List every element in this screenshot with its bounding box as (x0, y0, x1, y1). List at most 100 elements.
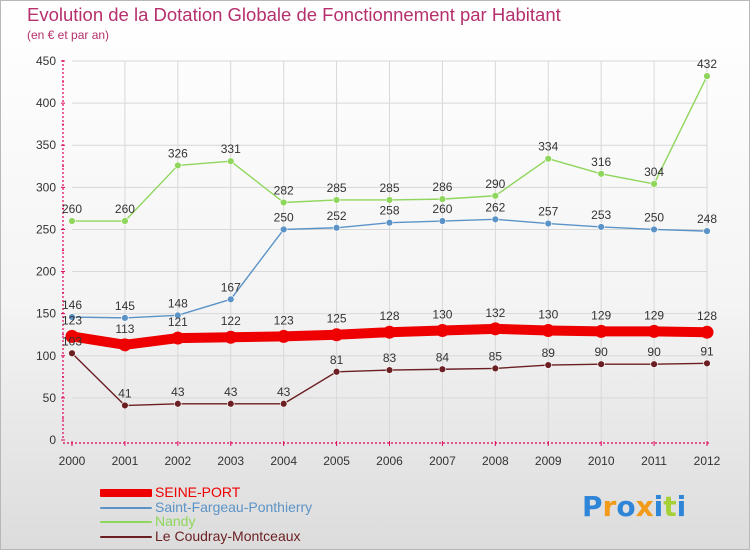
y-tick-label: 100 (36, 349, 56, 363)
data-label: 85 (489, 349, 503, 363)
data-label: 123 (274, 313, 294, 327)
data-label: 113 (115, 322, 134, 336)
data-point (279, 400, 288, 408)
data-label: 130 (538, 308, 558, 322)
legend-swatch (100, 489, 152, 497)
x-tick-label: 2008 (482, 454, 509, 468)
legend-item: Saint-Fargeau-Ponthierry (100, 499, 420, 516)
x-tick-label: 2000 (59, 454, 86, 468)
chart-title: Evolution de la Dotation Globale de Fonc… (27, 4, 561, 25)
data-point (279, 198, 288, 207)
data-label: 43 (171, 385, 185, 399)
x-tick-label: 2012 (694, 454, 721, 468)
data-point (174, 311, 182, 320)
data-point (118, 338, 132, 352)
data-point (385, 196, 394, 204)
data-label: 132 (485, 306, 505, 320)
data-point (650, 180, 658, 188)
x-tick-label: 2010 (588, 454, 615, 468)
legend-item: Le Coudray-Montceaux (100, 527, 420, 545)
data-point (597, 170, 605, 178)
data-point (68, 313, 76, 321)
x-tick-label: 2005 (323, 454, 350, 468)
data-point (68, 349, 76, 357)
x-tick-label: 2007 (429, 454, 456, 468)
data-label: 41 (118, 386, 132, 400)
data-label: 148 (168, 296, 188, 310)
data-point (597, 360, 605, 368)
data-point (488, 322, 502, 336)
x-tick-label: 2002 (164, 454, 191, 468)
data-label: 304 (644, 165, 664, 179)
data-point (65, 329, 79, 343)
data-point (700, 325, 714, 339)
data-label: 252 (327, 209, 347, 223)
data-point (703, 72, 711, 80)
data-point (68, 217, 76, 225)
data-label: 285 (379, 181, 399, 195)
data-point (438, 365, 447, 373)
x-tick-label: 2006 (376, 454, 403, 468)
x-tick-label: 2004 (270, 454, 297, 468)
data-label: 91 (700, 344, 714, 358)
data-point (227, 295, 235, 304)
legend-item: SEINE-PORT (100, 484, 420, 501)
legend-label: Nandy (155, 513, 196, 529)
data-label: 282 (274, 183, 294, 197)
data-point (597, 223, 605, 231)
y-tick-label: 150 (36, 307, 56, 321)
y-tick-label: 50 (43, 391, 57, 405)
y-tick-label: 300 (36, 180, 56, 194)
data-point (650, 225, 658, 234)
data-label: 260 (62, 202, 82, 216)
data-point (385, 366, 394, 374)
data-label: 125 (327, 312, 347, 326)
data-label: 129 (591, 308, 611, 322)
data-label: 81 (330, 353, 344, 367)
data-point (227, 157, 235, 165)
data-point (544, 361, 552, 369)
legend-swatch (100, 506, 152, 509)
data-label: 262 (485, 200, 505, 214)
data-point (277, 329, 291, 343)
data-label: 316 (591, 155, 611, 169)
data-point (491, 192, 500, 200)
data-point (174, 400, 182, 408)
data-label: 253 (591, 208, 611, 222)
x-tick-label: 2011 (641, 454, 667, 468)
data-point (121, 314, 129, 322)
legend-swatch (100, 521, 152, 523)
chart-subtitle: (en € et par an) (27, 28, 110, 42)
y-tick-label: 0 (49, 433, 56, 447)
data-point (594, 324, 608, 338)
data-point (224, 330, 238, 344)
data-label: 146 (62, 298, 82, 312)
data-label: 103 (62, 334, 82, 348)
data-label: 90 (647, 345, 661, 359)
data-point (491, 215, 500, 224)
data-label: 432 (697, 57, 717, 71)
legend-item: Nandy (100, 513, 420, 530)
data-label: 145 (115, 299, 135, 313)
data-point (332, 196, 341, 204)
y-tick-label: 400 (36, 96, 56, 110)
data-point (650, 360, 658, 368)
data-point (121, 217, 129, 225)
data-point (703, 227, 711, 235)
legend-label: Le Coudray-Montceaux (155, 527, 301, 544)
data-label: 128 (379, 309, 399, 323)
proxiti-logo: Proxiti (582, 490, 687, 523)
data-point (279, 225, 288, 234)
data-label: 258 (379, 204, 399, 218)
data-point (174, 161, 182, 170)
data-point (330, 328, 344, 342)
data-label: 260 (115, 202, 135, 216)
data-label: 121 (168, 315, 188, 329)
data-label: 84 (436, 350, 450, 364)
data-point (383, 325, 396, 339)
data-label: 334 (538, 140, 558, 154)
data-point (332, 224, 341, 232)
data-label: 331 (221, 142, 241, 156)
data-point (121, 401, 129, 410)
